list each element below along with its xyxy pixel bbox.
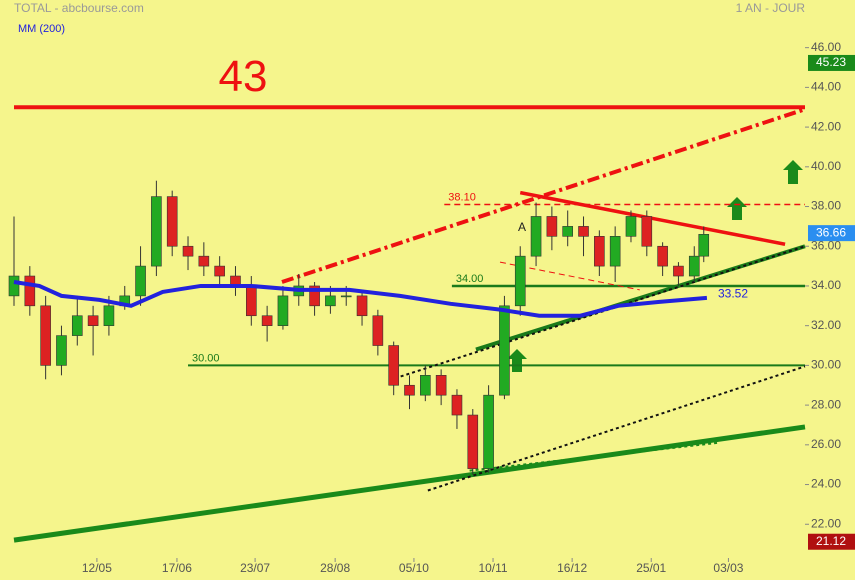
candle-body [609,236,621,267]
x-tick-label: 25/01 [636,561,666,575]
candle-body [372,315,384,346]
candle-body [388,345,399,386]
level-label: 43 [219,52,268,101]
candle-body [246,285,257,317]
y-tick-label: 42.00 [811,119,841,133]
candle-body [435,375,447,396]
x-tick-label: 03/03 [713,561,743,575]
candle-body [8,275,20,297]
candle-body [277,295,289,326]
price-tag-label: 45.23 [816,55,846,69]
candle-body [404,384,415,396]
candle-body [673,265,684,277]
candle-body [56,335,67,366]
y-tick-label: 30.00 [811,358,841,372]
candle-body [698,234,710,257]
candle-body [657,245,668,267]
y-tick-label: 22.00 [811,516,841,530]
trend-line [13,424,806,543]
level-label: 34.00 [456,273,484,285]
y-tick-label: 28.00 [811,397,841,411]
x-tick-label: 12/05 [82,561,112,575]
candle-body [325,295,336,307]
y-tick-label: 32.00 [811,318,841,332]
candle-body [40,305,51,366]
ma-legend: MM (200) [18,23,65,35]
candle-body [641,216,653,247]
candle-body [71,315,83,336]
candle-body [356,295,368,317]
candle-body [214,265,225,277]
candle-body [151,196,162,267]
up-arrow [727,197,747,220]
candle-body [135,265,146,297]
trend-line [427,365,806,492]
price-tag-label: 21.12 [816,534,846,548]
x-tick-label: 23/07 [240,561,270,575]
candle-body [420,375,431,396]
candle-body [530,216,542,257]
candle-body [578,226,589,237]
y-tick-label: 34.00 [811,278,841,292]
candle-body [166,196,178,247]
price-tag-label: 36.66 [816,225,846,239]
level-label: 38.10 [448,191,476,203]
price-tag [808,225,855,242]
x-tick-label: 05/10 [399,561,429,575]
candle-body [546,216,558,237]
y-tick-label: 44.00 [811,80,841,94]
price-tag [808,533,855,550]
candle-body [625,216,637,237]
x-tick-label: 28/08 [320,561,350,575]
candle-body [24,275,36,307]
x-tick-label: 16/12 [557,561,587,575]
y-tick-label: 24.00 [811,477,841,491]
candle-body [309,285,320,307]
candle-body [87,315,99,326]
candle-body [467,414,479,469]
x-tick-label: 17/06 [162,561,192,575]
candle-body [483,394,494,469]
y-tick-label: 40.00 [811,159,841,173]
y-tick-label: 38.00 [811,199,841,213]
y-tick-label: 26.00 [811,437,841,451]
annotation: A [518,220,526,234]
candle-body [499,305,510,396]
level-label: 30.00 [192,352,220,364]
candle-body [594,236,605,267]
candle-body [261,315,273,326]
y-tick-label: 36.00 [811,238,841,252]
candle-body [103,305,115,326]
candle-body [198,255,210,267]
chart-title: TOTAL - abcbourse.com [14,1,144,15]
candle-body [182,245,194,257]
y-tick-label: 46.00 [811,40,841,54]
period: 1 AN - JOUR [736,1,806,15]
up-arrow [783,160,803,184]
up-arrow [507,349,527,372]
ma-value: 33.52 [718,287,748,301]
candle-body [340,295,352,298]
candle-body [562,226,574,237]
candle-body [688,255,700,277]
price-tag [808,54,855,71]
candle-body [514,255,526,307]
x-tick-label: 10/11 [478,561,507,575]
trend-line [519,190,786,246]
candle-body [451,394,463,416]
moving-average [13,280,708,318]
